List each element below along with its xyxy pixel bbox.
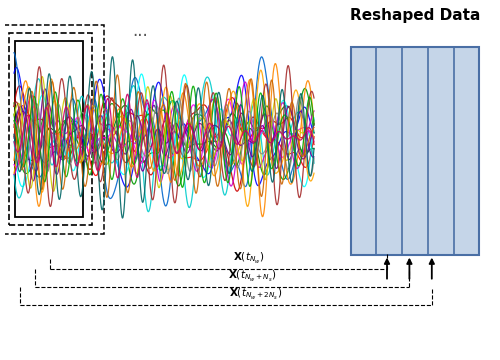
Bar — [16, 41, 83, 217]
Text: $\mathbf{X}(t_{N_w})$: $\mathbf{X}(t_{N_w})$ — [233, 251, 264, 266]
Bar — [4, 26, 104, 234]
Bar — [10, 33, 92, 225]
Text: Reshaped Data: Reshaped Data — [350, 8, 480, 23]
Text: ...: ... — [132, 22, 148, 40]
Text: $\mathbf{X}(t_{N_w+N_s})$: $\mathbf{X}(t_{N_w+N_s})$ — [228, 269, 276, 284]
Text: $\mathbf{X}(t_{N_w+2N_s})$: $\mathbf{X}(t_{N_w+2N_s})$ — [230, 287, 282, 302]
